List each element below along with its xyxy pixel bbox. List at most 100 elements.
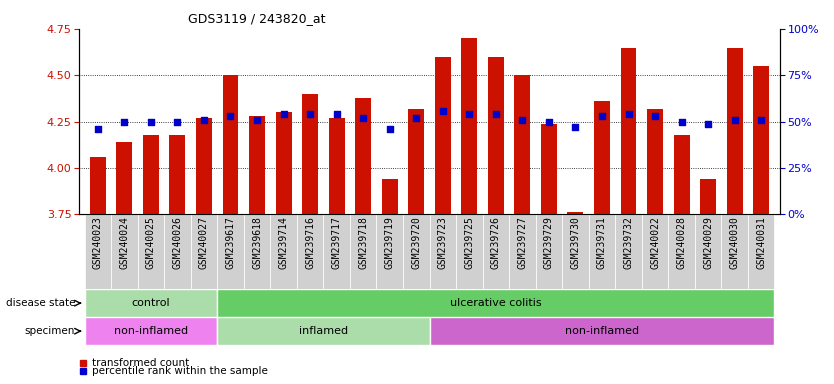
Bar bbox=[509, 214, 535, 289]
Bar bbox=[223, 75, 239, 214]
Bar bbox=[244, 214, 270, 289]
Bar bbox=[111, 214, 138, 289]
Point bbox=[728, 117, 741, 123]
Bar bbox=[483, 214, 509, 289]
Bar bbox=[695, 214, 721, 289]
Text: GSM239727: GSM239727 bbox=[517, 217, 527, 269]
Point bbox=[755, 117, 768, 123]
Bar bbox=[726, 48, 742, 214]
Text: GSM240027: GSM240027 bbox=[199, 217, 209, 269]
Text: GSM240024: GSM240024 bbox=[119, 217, 129, 269]
Text: GSM239719: GSM239719 bbox=[384, 217, 394, 269]
Text: GDS3119 / 243820_at: GDS3119 / 243820_at bbox=[188, 12, 325, 25]
Point bbox=[383, 126, 396, 132]
Bar bbox=[297, 214, 324, 289]
Text: GSM239720: GSM239720 bbox=[411, 217, 421, 269]
Point bbox=[277, 111, 290, 118]
Text: GSM239723: GSM239723 bbox=[438, 217, 448, 269]
Bar bbox=[456, 214, 483, 289]
Bar bbox=[594, 101, 610, 214]
Bar bbox=[196, 118, 212, 214]
Bar bbox=[430, 214, 456, 289]
Bar bbox=[329, 118, 344, 214]
Point bbox=[542, 119, 555, 125]
Bar bbox=[117, 142, 133, 214]
Text: GSM239731: GSM239731 bbox=[597, 217, 607, 269]
Text: transformed count: transformed count bbox=[92, 358, 189, 368]
Bar bbox=[169, 135, 185, 214]
Point bbox=[224, 113, 237, 119]
Point bbox=[356, 115, 369, 121]
Bar bbox=[615, 214, 642, 289]
Bar bbox=[409, 109, 425, 214]
Bar bbox=[647, 109, 663, 214]
Bar bbox=[567, 212, 584, 214]
Bar bbox=[435, 57, 450, 214]
Bar bbox=[562, 214, 589, 289]
Bar bbox=[589, 214, 615, 289]
Text: GSM239726: GSM239726 bbox=[491, 217, 501, 269]
Point bbox=[515, 117, 529, 123]
Text: GSM239716: GSM239716 bbox=[305, 217, 315, 269]
Bar bbox=[382, 179, 398, 214]
Bar bbox=[90, 157, 106, 214]
Point bbox=[463, 111, 476, 118]
Point bbox=[701, 121, 715, 127]
Bar bbox=[270, 214, 297, 289]
Text: GSM239725: GSM239725 bbox=[465, 217, 475, 269]
Bar bbox=[721, 214, 748, 289]
Bar bbox=[275, 113, 292, 214]
Text: ulcerative colitis: ulcerative colitis bbox=[450, 298, 541, 308]
Text: GSM239732: GSM239732 bbox=[624, 217, 634, 269]
Point bbox=[436, 108, 450, 114]
Point bbox=[250, 117, 264, 123]
Bar bbox=[620, 48, 636, 214]
Bar bbox=[403, 214, 430, 289]
Text: GSM240028: GSM240028 bbox=[676, 217, 686, 269]
Text: GSM240029: GSM240029 bbox=[703, 217, 713, 269]
Text: non-inflamed: non-inflamed bbox=[113, 326, 188, 336]
Bar bbox=[350, 214, 376, 289]
Point bbox=[490, 111, 503, 118]
Text: GSM239714: GSM239714 bbox=[279, 217, 289, 269]
Bar bbox=[324, 214, 350, 289]
Bar bbox=[461, 38, 477, 214]
Bar bbox=[430, 317, 775, 345]
Bar bbox=[191, 214, 217, 289]
Text: GSM240025: GSM240025 bbox=[146, 217, 156, 269]
Point bbox=[569, 124, 582, 130]
Bar bbox=[642, 214, 668, 289]
Text: GSM239729: GSM239729 bbox=[544, 217, 554, 269]
Text: control: control bbox=[132, 298, 170, 308]
Bar bbox=[138, 214, 164, 289]
Bar bbox=[217, 317, 430, 345]
Text: GSM239718: GSM239718 bbox=[358, 217, 368, 269]
Bar bbox=[217, 214, 244, 289]
Text: GSM239717: GSM239717 bbox=[332, 217, 342, 269]
Bar bbox=[535, 214, 562, 289]
Point bbox=[648, 113, 661, 119]
Bar bbox=[84, 289, 217, 317]
Text: GSM239617: GSM239617 bbox=[225, 217, 235, 269]
Text: specimen: specimen bbox=[25, 326, 75, 336]
Bar bbox=[488, 57, 504, 214]
Text: percentile rank within the sample: percentile rank within the sample bbox=[92, 366, 268, 376]
Text: GSM239730: GSM239730 bbox=[570, 217, 580, 269]
Bar bbox=[376, 214, 403, 289]
Point bbox=[91, 126, 104, 132]
Bar bbox=[217, 289, 775, 317]
Bar bbox=[84, 214, 111, 289]
Point bbox=[304, 111, 317, 118]
Point bbox=[409, 115, 423, 121]
Point bbox=[622, 111, 636, 118]
Text: GSM240022: GSM240022 bbox=[650, 217, 660, 269]
Text: disease state: disease state bbox=[6, 298, 75, 308]
Point bbox=[595, 113, 609, 119]
Point bbox=[675, 119, 688, 125]
Bar bbox=[355, 98, 371, 214]
Bar bbox=[674, 135, 690, 214]
Bar bbox=[164, 214, 191, 289]
Bar bbox=[515, 75, 530, 214]
Text: GSM240026: GSM240026 bbox=[173, 217, 183, 269]
Text: GSM240030: GSM240030 bbox=[730, 217, 740, 269]
